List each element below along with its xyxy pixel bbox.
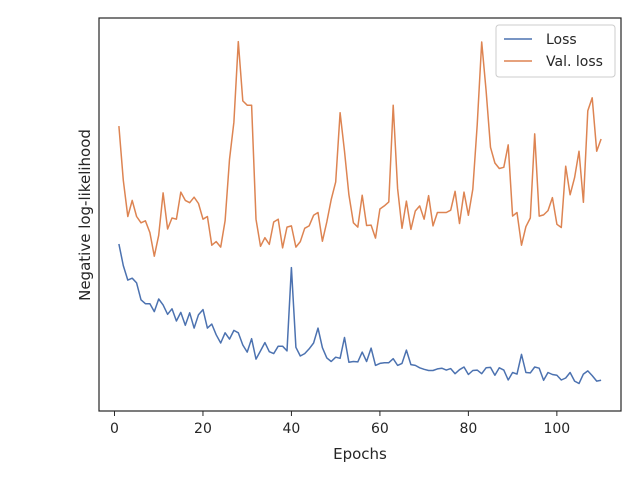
series-layer — [118, 40, 602, 385]
series-line-loss — [118, 243, 602, 385]
x-tick-label: 20 — [194, 421, 212, 437]
x-tick-label: 40 — [283, 421, 301, 437]
legend-label-loss: Loss — [546, 32, 577, 48]
x-tick-label: 0 — [110, 421, 119, 437]
x-tick-label: 60 — [371, 421, 389, 437]
legend: Loss Val. loss — [495, 24, 616, 78]
y-axis-label: Negative log-likelihood — [76, 129, 94, 301]
series-line-val-loss — [118, 40, 602, 257]
x-tick-label: 100 — [543, 421, 570, 437]
plot-frame — [98, 17, 622, 412]
x-axis-ticks: 0 20 40 60 80 100 — [110, 411, 570, 437]
x-axis-label: Epochs — [333, 445, 387, 463]
x-tick-label: 80 — [459, 421, 477, 437]
legend-label-val-loss: Val. loss — [546, 54, 603, 70]
legend-box — [495, 24, 616, 78]
